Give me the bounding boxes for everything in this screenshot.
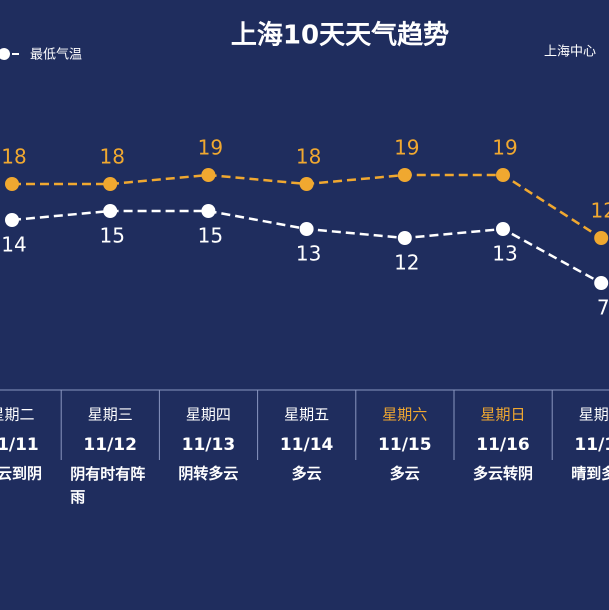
data-label: 7	[597, 296, 609, 320]
data-label: 12	[394, 251, 419, 275]
point	[5, 177, 19, 191]
point	[299, 222, 314, 236]
data-label: 19	[492, 136, 517, 160]
source: 上海中心	[544, 45, 596, 60]
data-label: 18	[1, 145, 26, 169]
point	[299, 177, 314, 191]
data-label: 13	[492, 242, 517, 266]
date: 11/17	[574, 435, 609, 455]
point	[594, 276, 609, 290]
legend-label: 最低气温	[30, 47, 82, 63]
point	[496, 168, 510, 182]
data-label: 18	[99, 145, 124, 169]
point	[397, 168, 412, 182]
weekday: 星期六	[382, 406, 427, 424]
point	[594, 231, 609, 245]
chart-title: 上海10天天气趋势	[231, 20, 449, 51]
data-label: 12	[590, 199, 609, 223]
weather: 多云	[390, 465, 420, 483]
data-label: 19	[394, 136, 419, 160]
date: 11/14	[280, 435, 334, 455]
weekday: 星期日	[480, 406, 525, 424]
data-label: 14	[1, 233, 26, 257]
point	[201, 168, 216, 182]
data-label: 13	[296, 242, 321, 266]
weekday: 星期四	[186, 406, 231, 424]
weather: 多云转阴	[473, 465, 533, 483]
date: 11/15	[378, 435, 432, 455]
date: 11/13	[182, 435, 236, 455]
point	[201, 204, 216, 218]
weather: 阴有时有阵雨	[70, 465, 145, 506]
weekday: 星期五	[284, 406, 329, 424]
weather: 多云	[292, 465, 322, 483]
weekday: 星期三	[88, 406, 133, 424]
data-label: 18	[296, 145, 321, 169]
date: 11/11	[0, 435, 39, 455]
data-label: 15	[198, 224, 223, 248]
data-label: 15	[99, 224, 124, 248]
weather: 晴到多云	[571, 465, 609, 483]
legend-marker	[0, 48, 10, 60]
point	[397, 231, 412, 245]
weather: 多云到阴	[0, 465, 42, 483]
weekday: 星期二	[0, 406, 35, 424]
date: 11/12	[83, 435, 137, 455]
point	[103, 204, 118, 218]
data-label: 19	[198, 136, 223, 160]
point	[103, 177, 118, 191]
point	[5, 213, 19, 227]
point	[496, 222, 510, 236]
weekday: 星期一	[579, 406, 609, 424]
date: 11/16	[476, 435, 530, 455]
weather: 阴转多云	[178, 465, 238, 483]
